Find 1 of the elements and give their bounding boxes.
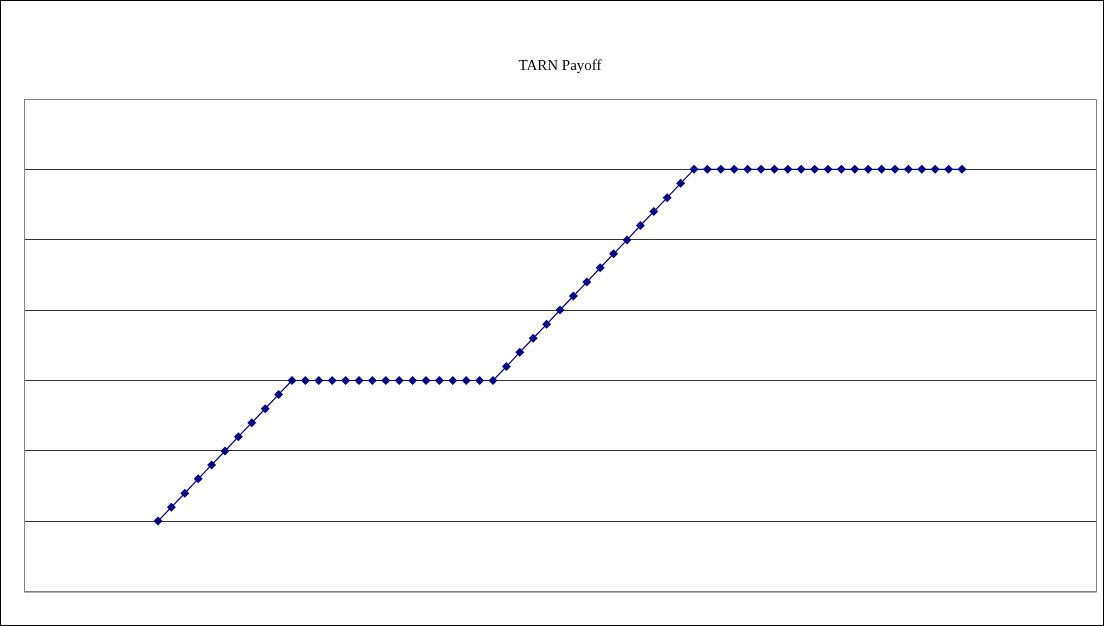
chart-title: TARN Payoff xyxy=(518,56,602,73)
